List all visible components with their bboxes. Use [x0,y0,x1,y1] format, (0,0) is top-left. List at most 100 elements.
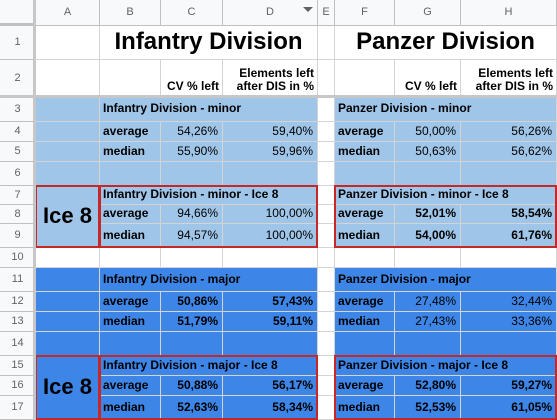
cell-d6[interactable] [223,162,318,186]
panzer-major-median-cv[interactable]: 27,43% [395,312,461,332]
panzer-minor-average-elements[interactable]: 56,26% [461,122,557,142]
panzer-major-average-elements[interactable]: 32,44% [461,292,557,312]
infantry-title[interactable]: Infantry Division [100,26,318,60]
cell-h10[interactable] [461,248,557,268]
cell-e9[interactable] [318,224,335,248]
row-header-17[interactable]: 17 [0,396,36,420]
infantry-minor-average-label[interactable]: average [100,122,161,142]
cell-e8[interactable] [318,205,335,224]
row-header-4[interactable]: 4 [0,122,36,142]
panzer-major-average-label[interactable]: average [335,292,395,312]
cell-h6[interactable] [461,162,557,186]
ice8-minor-label[interactable]: Ice 8 [36,186,100,248]
panzer-minor-ice-average-elements[interactable]: 58,54% [461,205,557,224]
cell-e7[interactable] [318,186,335,205]
panzer-major-ice-median-label[interactable]: median [335,396,395,420]
column-header-f[interactable]: F [335,0,395,26]
infantry-major-ice-title[interactable]: Infantry Division - major - Ice 8 [100,356,318,376]
infantry-major-ice-average-label[interactable]: average [100,376,161,396]
panzer-major-ice-average-cv[interactable]: 52,80% [395,376,461,396]
panzer-major-ice-average-label[interactable]: average [335,376,395,396]
column-header-b[interactable]: B [100,0,161,26]
row-header-12[interactable]: 12 [0,292,36,312]
infantry-minor-median-cv[interactable]: 55,90% [161,142,223,162]
panzer-minor-title[interactable]: Panzer Division - minor [335,97,557,122]
cell-g14[interactable] [395,332,461,356]
row-header-11[interactable]: 11 [0,268,36,292]
ice8-major-label[interactable]: Ice 8 [36,356,100,420]
infantry-minor-ice-title[interactable]: Infantry Division - minor - Ice 8 [100,186,318,205]
panzer-minor-ice-title[interactable]: Panzer Division - minor - Ice 8 [335,186,557,205]
infantry-minor-ice-median-cv[interactable]: 94,57% [161,224,223,248]
cell-e11[interactable] [318,268,335,292]
panzer-major-ice-median-cv[interactable]: 52,53% [395,396,461,420]
row-header-10[interactable]: 10 [0,248,36,268]
panzer-minor-ice-median-elements[interactable]: 61,76% [461,224,557,248]
frozen-row-divider[interactable] [0,95,557,98]
infantry-major-title[interactable]: Infantry Division - major [100,268,318,292]
cell-b2[interactable] [100,60,161,97]
panzer-minor-ice-average-label[interactable]: average [335,205,395,224]
row-header-13[interactable]: 13 [0,312,36,332]
cell-f2[interactable] [335,60,395,97]
infantry-minor-ice-median-label[interactable]: median [100,224,161,248]
cell-e6[interactable] [318,162,335,186]
cell-e14[interactable] [318,332,335,356]
column-header-c[interactable]: C [161,0,223,26]
cell-a1[interactable] [36,26,100,60]
cell-a11[interactable] [36,268,100,292]
infantry-major-ice-average-elements[interactable]: 56,17% [223,376,318,396]
cell-f6[interactable] [335,162,395,186]
cell-a3[interactable] [36,97,100,122]
cell-c10[interactable] [161,248,223,268]
row-header-9[interactable]: 9 [0,224,36,248]
column-header-a[interactable]: A [36,0,100,26]
cell-e1[interactable] [318,26,335,60]
panzer-minor-average-label[interactable]: average [335,122,395,142]
cell-f10[interactable] [335,248,395,268]
row-header-7[interactable]: 7 [0,186,36,205]
infantry-major-average-label[interactable]: average [100,292,161,312]
cell-e17[interactable] [318,396,335,420]
cell-d14[interactable] [223,332,318,356]
infantry-minor-ice-median-elements[interactable]: 100,00% [223,224,318,248]
row-header-16[interactable]: 16 [0,376,36,396]
panzer-minor-ice-median-cv[interactable]: 54,00% [395,224,461,248]
cell-e13[interactable] [318,312,335,332]
infantry-cv-header[interactable]: CV % left [161,60,223,97]
infantry-major-ice-average-cv[interactable]: 50,88% [161,376,223,396]
row-header-8[interactable]: 8 [0,205,36,224]
cell-e16[interactable] [318,376,335,396]
panzer-major-median-label[interactable]: median [335,312,395,332]
cell-b14[interactable] [100,332,161,356]
column-header-e[interactable]: E [318,0,335,26]
cell-a5[interactable] [36,142,100,162]
row-header-3[interactable]: 3 [0,97,36,122]
infantry-major-ice-median-cv[interactable]: 52,63% [161,396,223,420]
cell-e12[interactable] [318,292,335,312]
panzer-major-average-cv[interactable]: 27,48% [395,292,461,312]
panzer-major-ice-title[interactable]: Panzer Division - major - Ice 8 [335,356,557,376]
panzer-title[interactable]: Panzer Division [335,26,557,60]
column-menu-arrow-icon[interactable] [303,7,313,12]
cell-a14[interactable] [36,332,100,356]
panzer-minor-median-label[interactable]: median [335,142,395,162]
cell-g10[interactable] [395,248,461,268]
cell-d10[interactable] [223,248,318,268]
column-header-g[interactable]: G [395,0,461,26]
frozen-column-divider[interactable] [33,0,36,420]
infantry-minor-ice-average-label[interactable]: average [100,205,161,224]
cell-a4[interactable] [36,122,100,142]
cell-c6[interactable] [161,162,223,186]
row-header-14[interactable]: 14 [0,332,36,356]
cell-b6[interactable] [100,162,161,186]
cell-e2[interactable] [318,60,335,97]
select-all-corner[interactable] [0,0,36,26]
infantry-minor-average-elements[interactable]: 59,40% [223,122,318,142]
cell-e10[interactable] [318,248,335,268]
panzer-minor-ice-average-cv[interactable]: 52,01% [395,205,461,224]
panzer-major-ice-average-elements[interactable]: 59,27% [461,376,557,396]
infantry-major-average-elements[interactable]: 57,43% [223,292,318,312]
infantry-minor-median-label[interactable]: median [100,142,161,162]
panzer-major-ice-median-elements[interactable]: 61,05% [461,396,557,420]
